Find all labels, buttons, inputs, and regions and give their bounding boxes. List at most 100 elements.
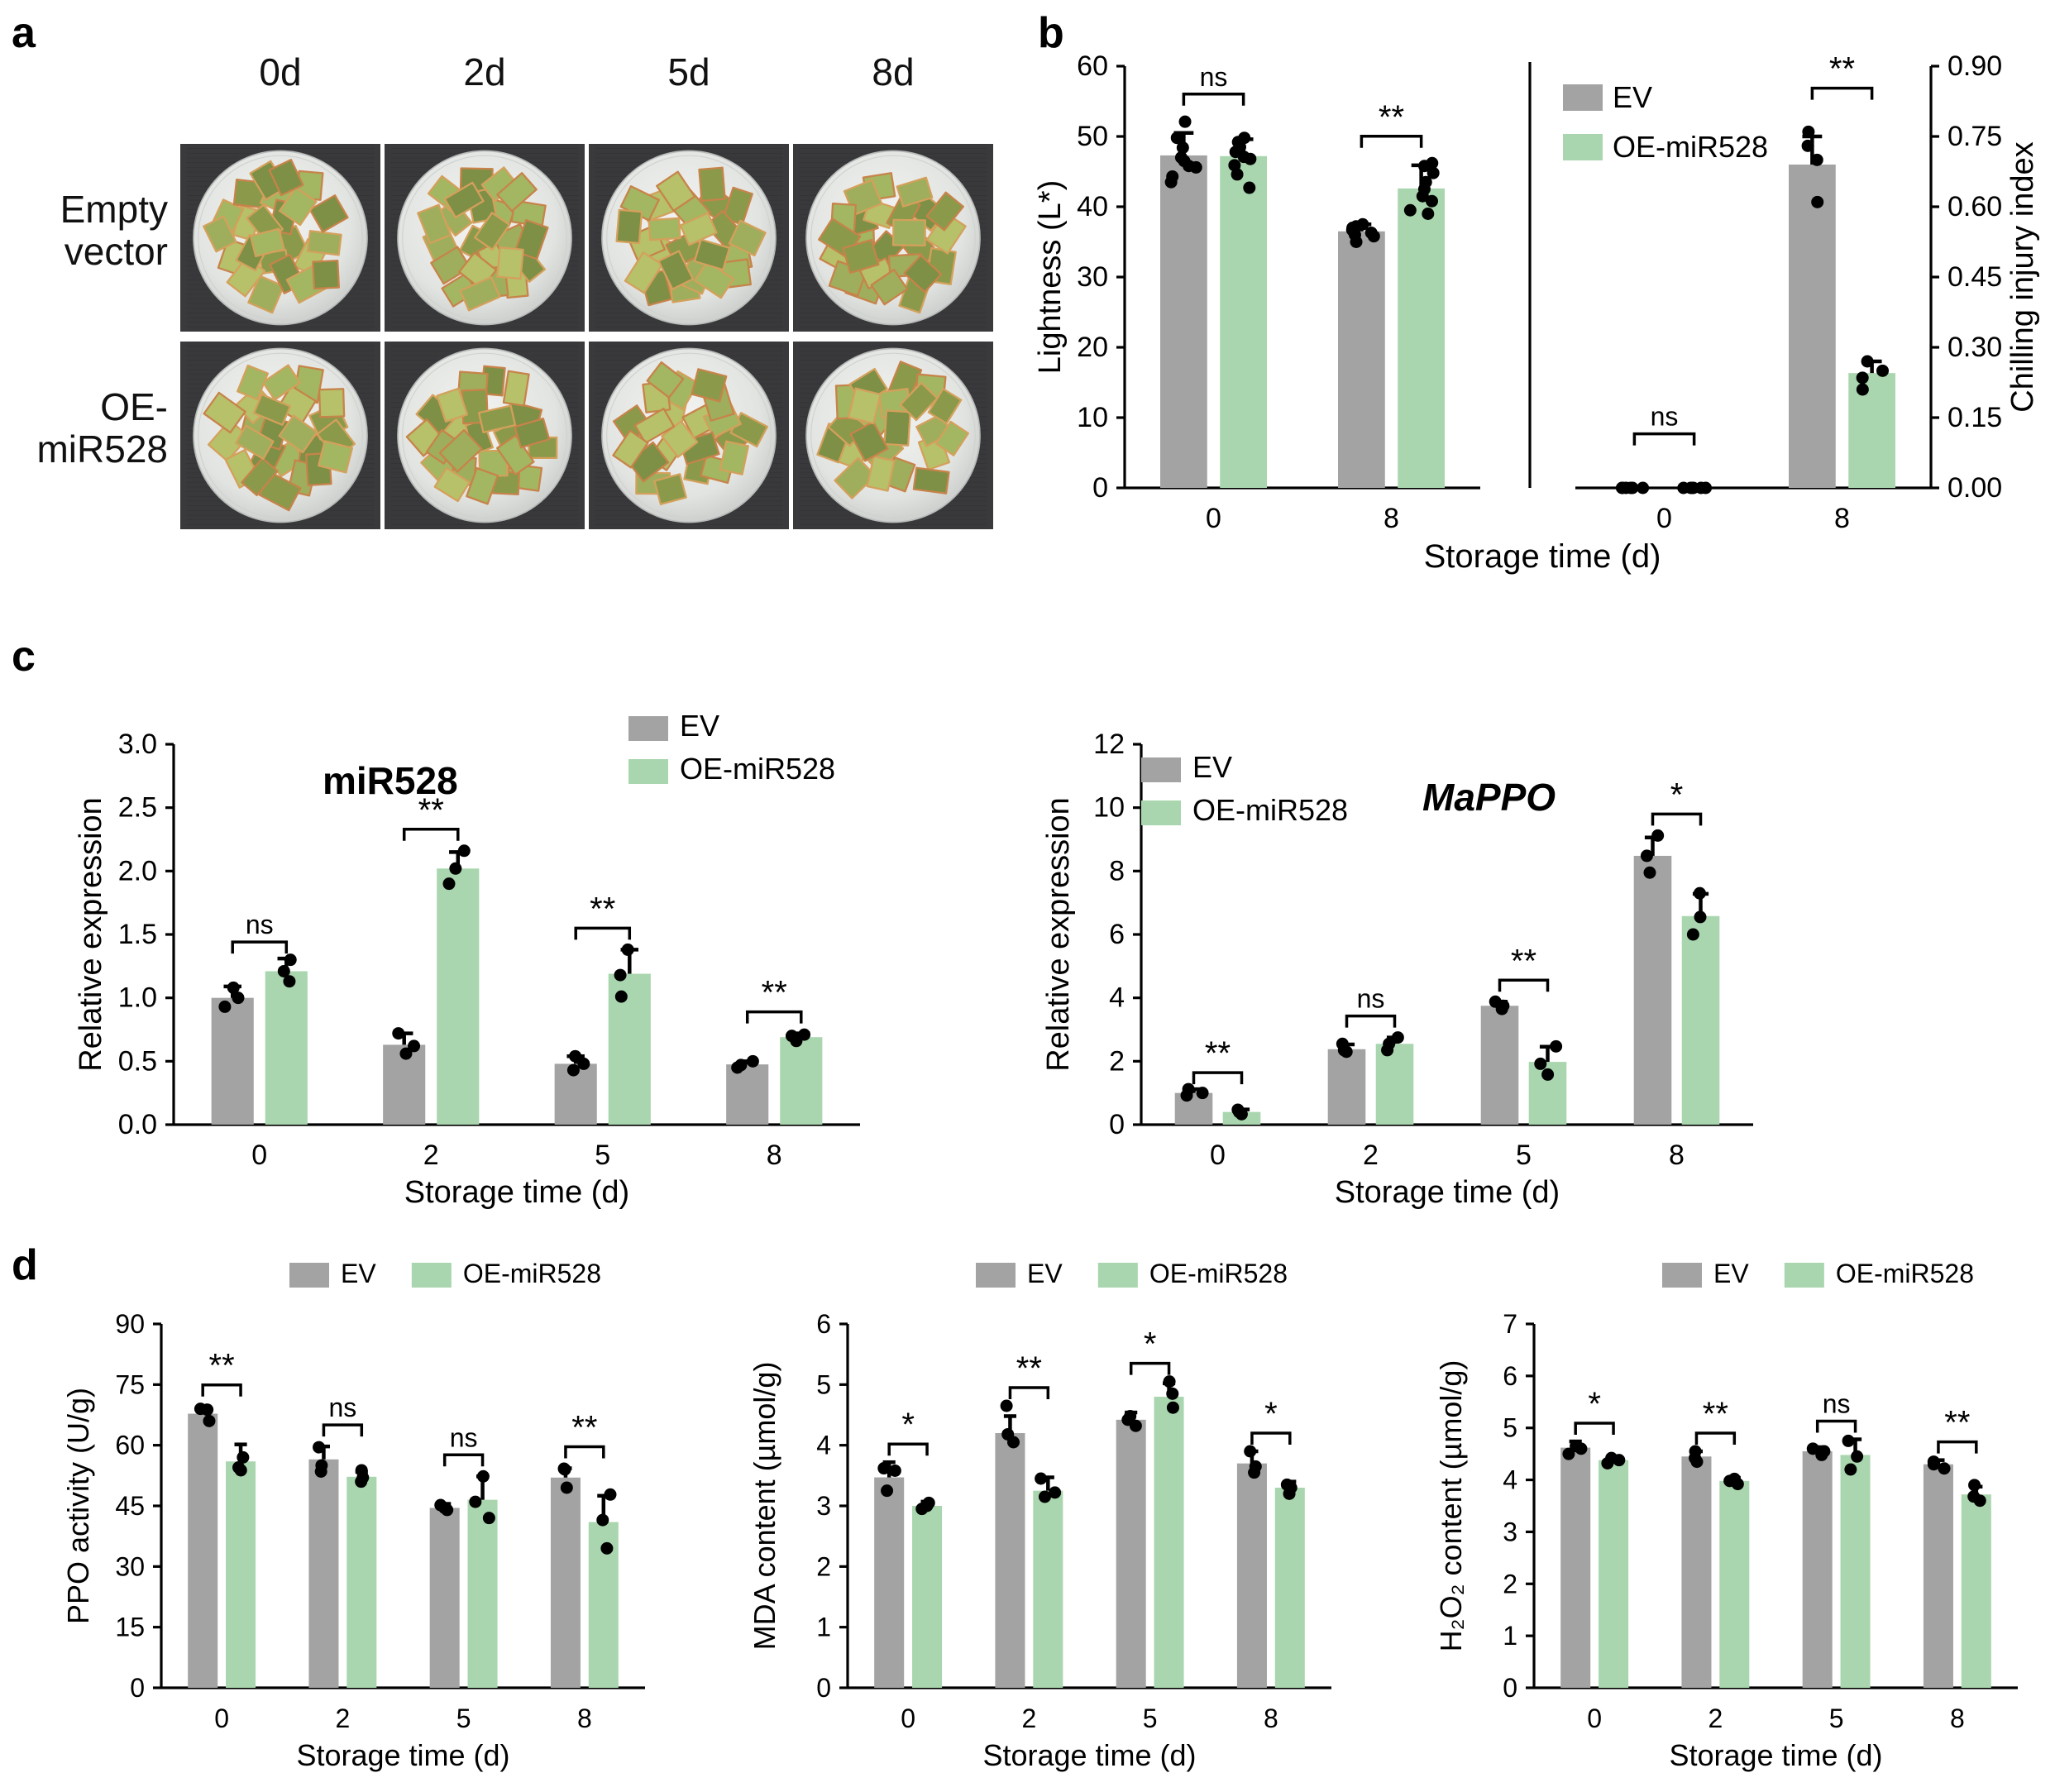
svg-text:60: 60 xyxy=(115,1431,145,1460)
svg-text:5: 5 xyxy=(1143,1704,1158,1733)
svg-text:0.15: 0.15 xyxy=(1947,402,2002,433)
svg-text:OE-miR528: OE-miR528 xyxy=(463,1259,601,1288)
svg-text:8: 8 xyxy=(577,1704,592,1733)
svg-text:EV: EV xyxy=(1613,80,1652,114)
svg-text:8: 8 xyxy=(1384,503,1399,534)
svg-text:8: 8 xyxy=(1264,1704,1278,1733)
svg-text:Storage time (d): Storage time (d) xyxy=(982,1738,1196,1772)
svg-text:2: 2 xyxy=(1363,1140,1379,1171)
svg-text:OE-miR528: OE-miR528 xyxy=(1192,793,1348,827)
svg-text:0: 0 xyxy=(130,1673,145,1703)
svg-text:0: 0 xyxy=(214,1704,229,1733)
svg-text:ns: ns xyxy=(1357,984,1385,1014)
svg-text:EV: EV xyxy=(1027,1259,1063,1288)
svg-text:ns: ns xyxy=(1200,62,1228,92)
svg-text:**: ** xyxy=(1703,1396,1728,1432)
svg-text:0: 0 xyxy=(1092,472,1108,504)
svg-text:Lightness (L*): Lightness (L*) xyxy=(1034,180,1068,374)
svg-text:2: 2 xyxy=(1109,1045,1125,1077)
svg-text:EV: EV xyxy=(341,1259,376,1288)
svg-text:0.5: 0.5 xyxy=(118,1045,157,1077)
svg-text:OE-miR528: OE-miR528 xyxy=(1836,1259,1974,1288)
svg-text:H₂O₂ content (µmol/g): H₂O₂ content (µmol/g) xyxy=(1434,1360,1468,1652)
svg-text:*: * xyxy=(1144,1326,1157,1363)
svg-text:0: 0 xyxy=(816,1673,831,1703)
svg-text:**: ** xyxy=(1944,1405,1970,1441)
svg-text:Storage time (d): Storage time (d) xyxy=(1335,1175,1560,1210)
svg-text:MDA content (µmol/g): MDA content (µmol/g) xyxy=(748,1362,781,1651)
svg-text:4: 4 xyxy=(816,1431,831,1460)
svg-text:0: 0 xyxy=(1503,1673,1517,1703)
svg-text:8: 8 xyxy=(1669,1140,1685,1171)
svg-text:75: 75 xyxy=(115,1369,145,1399)
svg-text:6: 6 xyxy=(1503,1361,1517,1391)
svg-text:12: 12 xyxy=(1093,729,1125,760)
svg-text:Storage time (d): Storage time (d) xyxy=(1424,538,1661,575)
svg-text:90: 90 xyxy=(115,1309,145,1339)
svg-text:0: 0 xyxy=(1210,1140,1226,1171)
svg-text:**: ** xyxy=(762,975,787,1011)
svg-text:5: 5 xyxy=(1503,1413,1517,1443)
svg-text:0: 0 xyxy=(1587,1704,1602,1733)
svg-text:30: 30 xyxy=(1077,261,1108,293)
svg-text:8: 8 xyxy=(1834,503,1850,534)
svg-text:*: * xyxy=(1588,1386,1601,1422)
svg-text:20: 20 xyxy=(1077,332,1108,363)
svg-text:OE-miR528: OE-miR528 xyxy=(1613,130,1768,164)
svg-text:**: ** xyxy=(1205,1035,1231,1072)
svg-text:**: ** xyxy=(1379,99,1404,136)
svg-text:*: * xyxy=(1670,777,1684,813)
svg-text:ns: ns xyxy=(328,1393,356,1422)
svg-text:5: 5 xyxy=(816,1369,831,1399)
svg-text:50: 50 xyxy=(1077,121,1108,152)
svg-text:3.0: 3.0 xyxy=(118,729,157,760)
svg-text:EV: EV xyxy=(1192,750,1232,784)
svg-text:5: 5 xyxy=(595,1140,610,1171)
svg-text:0: 0 xyxy=(1206,503,1221,534)
svg-text:**: ** xyxy=(209,1348,235,1384)
svg-text:*: * xyxy=(1264,1396,1278,1432)
svg-text:1.0: 1.0 xyxy=(118,982,157,1014)
svg-text:7: 7 xyxy=(1503,1309,1517,1339)
svg-text:10: 10 xyxy=(1093,792,1125,824)
svg-text:EV: EV xyxy=(680,709,719,743)
svg-text:0.0: 0.0 xyxy=(118,1109,157,1140)
svg-text:Storage time (d): Storage time (d) xyxy=(296,1738,509,1772)
svg-text:2: 2 xyxy=(1503,1569,1517,1598)
svg-text:0.30: 0.30 xyxy=(1947,332,2002,363)
svg-text:ns: ns xyxy=(246,910,274,939)
svg-text:Relative expression: Relative expression xyxy=(1041,797,1076,1072)
svg-text:2.5: 2.5 xyxy=(118,792,157,824)
svg-text:45: 45 xyxy=(115,1491,145,1521)
svg-text:0: 0 xyxy=(1109,1109,1125,1140)
svg-text:**: ** xyxy=(1511,943,1536,979)
svg-text:2: 2 xyxy=(423,1140,439,1171)
svg-text:0: 0 xyxy=(901,1704,915,1733)
svg-text:0.90: 0.90 xyxy=(1947,50,2002,82)
svg-text:ns: ns xyxy=(1651,402,1679,432)
svg-text:2: 2 xyxy=(335,1704,350,1733)
svg-text:1: 1 xyxy=(816,1613,831,1642)
svg-text:4: 4 xyxy=(1109,982,1125,1014)
svg-text:Storage time (d): Storage time (d) xyxy=(1669,1738,1882,1772)
svg-text:5: 5 xyxy=(456,1704,471,1733)
svg-text:Relative expression: Relative expression xyxy=(74,797,108,1072)
svg-text:PPO activity (U/g): PPO activity (U/g) xyxy=(61,1388,95,1624)
svg-text:OE-miR528: OE-miR528 xyxy=(680,752,835,786)
svg-text:3: 3 xyxy=(816,1491,831,1521)
svg-text:0.45: 0.45 xyxy=(1947,261,2002,293)
svg-text:3: 3 xyxy=(1503,1517,1517,1546)
svg-text:2: 2 xyxy=(1708,1704,1723,1733)
svg-text:2: 2 xyxy=(816,1551,831,1581)
svg-text:2: 2 xyxy=(1021,1704,1036,1733)
svg-text:Storage time (d): Storage time (d) xyxy=(404,1175,629,1210)
svg-text:4: 4 xyxy=(1503,1465,1517,1495)
svg-text:8: 8 xyxy=(767,1140,782,1171)
svg-text:EV: EV xyxy=(1713,1259,1749,1288)
svg-text:1.5: 1.5 xyxy=(118,919,157,950)
svg-text:60: 60 xyxy=(1077,50,1108,82)
svg-text:0.00: 0.00 xyxy=(1947,472,2002,504)
svg-text:0: 0 xyxy=(1656,503,1672,534)
svg-text:2.0: 2.0 xyxy=(118,855,157,886)
svg-text:OE-miR528: OE-miR528 xyxy=(1149,1259,1288,1288)
